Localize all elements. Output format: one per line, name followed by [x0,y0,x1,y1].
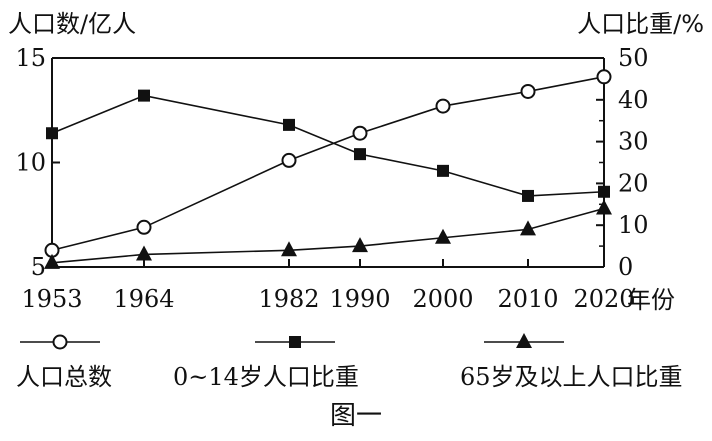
legend: 人口总数 0~14岁人口比重 65岁及以上人口比重 [16,333,683,391]
data-point-0 [136,219,152,235]
data-point-2 [596,199,612,215]
data-point-0 [352,125,368,141]
x-tick-label: 1953 [21,285,82,313]
data-point-1 [354,148,366,161]
data-point-0 [520,83,536,99]
legend-marker [52,334,68,350]
data-point-2 [520,220,536,236]
figure-caption: 图一 [330,401,382,431]
plot-area: 5 10 15 0 10 20 30 40 50 1953 1964 1982 1990 2000 2010… [15,44,648,313]
x-tick-label: 1982 [258,285,319,313]
right-tick-label: 30 [618,128,649,156]
data-point-1 [437,164,449,177]
right-tick-label: 50 [618,44,649,72]
legend-marker [516,333,532,348]
data-point-1 [46,127,58,140]
legend-label: 65岁及以上人口比重 [460,363,683,391]
data-point-2 [435,228,451,244]
legend-label: 0~14岁人口比重 [173,363,359,391]
left-tick-label: 5 [31,253,46,281]
data-point-2 [136,245,152,261]
data-point-1 [522,189,534,202]
x-tick-label: 2000 [412,285,473,313]
right-axis-title: 人口比重/% [577,10,704,38]
left-axis-title: 人口数/亿人 [8,10,136,38]
data-point-0 [596,69,612,85]
left-tick-label: 10 [15,149,46,177]
data-point-2 [352,237,368,253]
x-tick-label: 1964 [113,285,174,313]
series-line-0 [51,76,605,252]
legend-marker [289,336,301,348]
data-point-1 [138,89,150,102]
x-axis-title: 年份 [627,286,675,314]
series-line-2 [51,207,605,264]
right-tick-label: 20 [618,169,649,197]
data-point-1 [283,118,295,131]
left-tick-label: 15 [15,44,46,72]
data-point-2 [281,241,297,257]
right-tick-label: 0 [618,253,633,281]
right-tick-label: 40 [618,86,649,114]
x-tick-label: 2020 [573,285,634,313]
data-point-0 [435,98,451,114]
data-point-1 [598,185,610,198]
x-tick-label: 1990 [329,285,390,313]
legend-label: 人口总数 [16,363,112,391]
data-point-2 [44,253,60,269]
x-tick-label: 2010 [497,285,558,313]
data-point-0 [281,152,297,168]
right-tick-label: 10 [618,211,649,239]
